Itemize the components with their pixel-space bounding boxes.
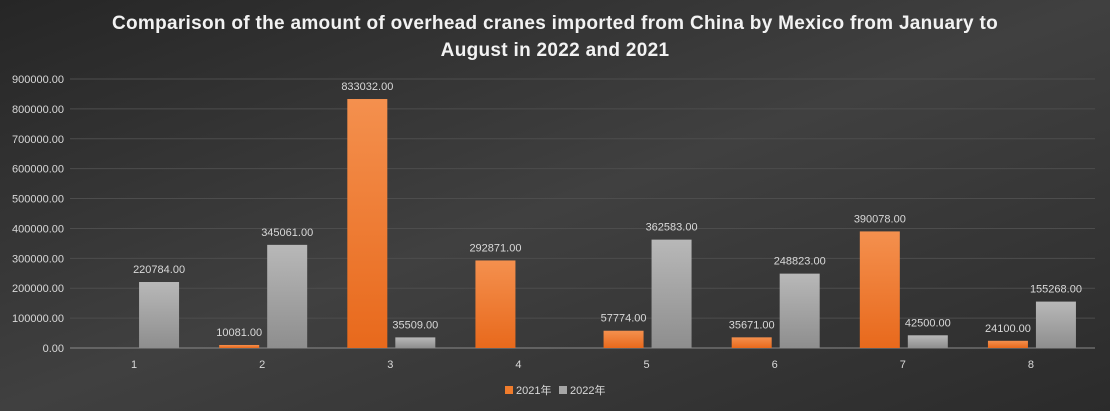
data-label: 345061.00 [261, 227, 313, 239]
data-label: 833032.00 [341, 81, 393, 93]
bar-2022年-2 [267, 244, 308, 348]
legend-swatch [505, 386, 513, 394]
y-tick-label: 200000.00 [12, 283, 64, 295]
data-label: 42500.00 [905, 317, 951, 329]
x-tick-label: 4 [515, 359, 521, 371]
data-label: 35671.00 [729, 319, 775, 331]
data-label: 248823.00 [774, 256, 826, 268]
data-label: 292871.00 [469, 242, 521, 254]
y-tick-label: 500000.00 [12, 194, 64, 206]
y-tick-label: 800000.00 [12, 104, 64, 116]
legend-swatch [559, 386, 567, 394]
x-tick-label: 5 [644, 359, 650, 371]
y-tick-label: 400000.00 [12, 223, 64, 235]
data-label: 10081.00 [216, 327, 262, 339]
y-tick-label: 700000.00 [12, 134, 64, 146]
x-tick-label: 1 [131, 359, 137, 371]
chart-title: Comparison of the amount of overhead cra… [111, 13, 999, 61]
data-label: 390078.00 [854, 213, 906, 225]
bar-2021年-8 [987, 340, 1028, 348]
bar-2022年-7 [907, 335, 948, 348]
data-label: 155268.00 [1030, 284, 1082, 296]
y-tick-label: 600000.00 [12, 164, 64, 176]
bar-2022年-3 [395, 337, 436, 348]
bar-2022年-5 [651, 239, 692, 348]
data-label: 35509.00 [392, 319, 438, 331]
data-label: 362583.00 [646, 222, 698, 234]
y-tick-label: 900000.00 [12, 74, 64, 86]
bar-2021年-5 [603, 330, 644, 348]
bar-2021年-3 [347, 99, 388, 348]
bar-2021年-4 [475, 260, 516, 348]
x-tick-label: 8 [1028, 359, 1034, 371]
legend-label: 2021年 [516, 383, 551, 397]
x-tick-label: 2 [259, 359, 265, 371]
y-tick-label: 0.00 [43, 343, 64, 355]
y-tick-label: 300000.00 [12, 253, 64, 265]
data-label: 57774.00 [601, 313, 647, 325]
x-tick-label: 6 [772, 359, 778, 371]
bar-2021年-2 [219, 344, 260, 348]
bar-2022年-1 [139, 282, 180, 348]
legend-label: 2022年 [570, 383, 605, 397]
bar-2022年-8 [1035, 301, 1076, 348]
y-tick-label: 100000.00 [12, 313, 64, 325]
x-tick-label: 7 [900, 359, 906, 371]
bar-2021年-7 [859, 231, 900, 348]
data-label: 220784.00 [133, 264, 185, 276]
x-tick-label: 3 [387, 359, 393, 371]
bar-2022年-6 [779, 273, 820, 348]
data-label: 24100.00 [985, 323, 1031, 335]
bar-2021年-6 [731, 337, 772, 348]
